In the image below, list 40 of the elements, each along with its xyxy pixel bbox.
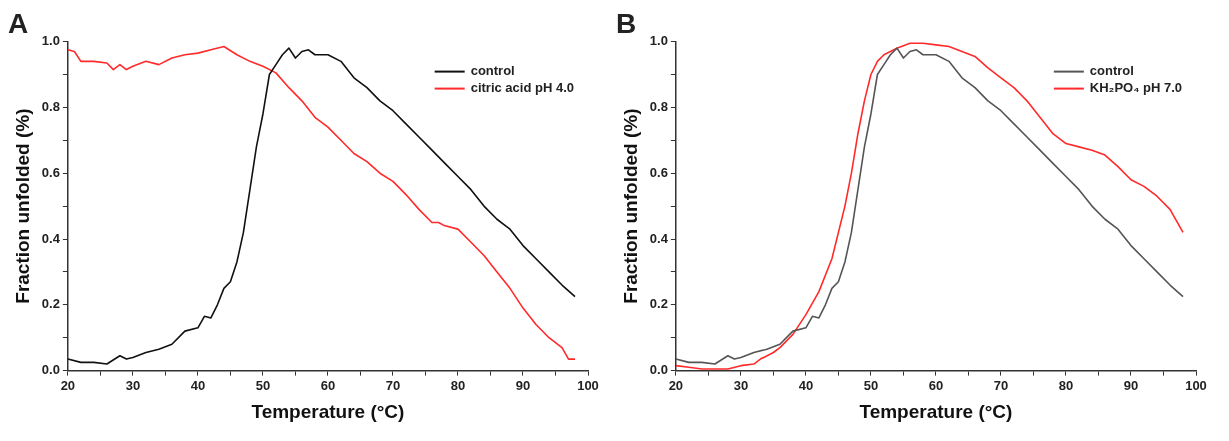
y-tick-label: 0.4	[649, 230, 669, 246]
x-tick-label: 50	[255, 377, 271, 393]
x-tick-label: 20	[60, 377, 76, 393]
y-axis-title: Fraction unfolded (%)	[619, 108, 641, 304]
legend-label: control	[1089, 63, 1134, 79]
x-tick-label: 50	[863, 377, 879, 393]
y-tick-label: 0.6	[649, 164, 668, 180]
y-tick-label: 0.0	[41, 362, 60, 378]
y-tick-label: 1.0	[41, 33, 60, 49]
x-axis-title: Temperature (°C)	[859, 400, 1013, 422]
x-tick-label: 90	[515, 377, 531, 393]
y-tick-label: 0.8	[41, 98, 60, 114]
legend-label: control	[470, 63, 515, 79]
y-tick-label: 0.2	[649, 296, 668, 312]
legend-label: KH₂PO₄ pH 7.0	[1089, 80, 1182, 96]
chart-title: B	[616, 7, 637, 39]
x-tick-label: 80	[450, 377, 466, 393]
x-tick-label: 70	[993, 377, 1009, 393]
x-tick-label: 100	[1185, 377, 1207, 393]
x-tick-label: 60	[320, 377, 336, 393]
y-tick-label: 0.4	[41, 230, 61, 246]
y-tick-label: 0.6	[41, 164, 60, 180]
y-tick-label: 0.2	[41, 296, 60, 312]
y-axis-title: Fraction unfolded (%)	[11, 108, 33, 304]
x-tick-label: 100	[577, 377, 599, 393]
x-tick-label: 30	[733, 377, 749, 393]
x-tick-label: 30	[125, 377, 141, 393]
x-tick-label: 60	[928, 377, 944, 393]
x-tick-label: 90	[1123, 377, 1139, 393]
chart-title: A	[8, 7, 29, 39]
y-tick-label: 0.0	[649, 362, 668, 378]
y-tick-label: 0.8	[649, 98, 668, 114]
x-axis-title: Temperature (°C)	[251, 400, 405, 422]
y-tick-label: 1.0	[649, 33, 668, 49]
legend-label: citric acid pH 4.0	[470, 80, 575, 96]
x-tick-label: 40	[798, 377, 814, 393]
x-tick-label: 80	[1058, 377, 1074, 393]
x-tick-label: 70	[385, 377, 401, 393]
x-tick-label: 20	[668, 377, 684, 393]
x-tick-label: 40	[190, 377, 206, 393]
